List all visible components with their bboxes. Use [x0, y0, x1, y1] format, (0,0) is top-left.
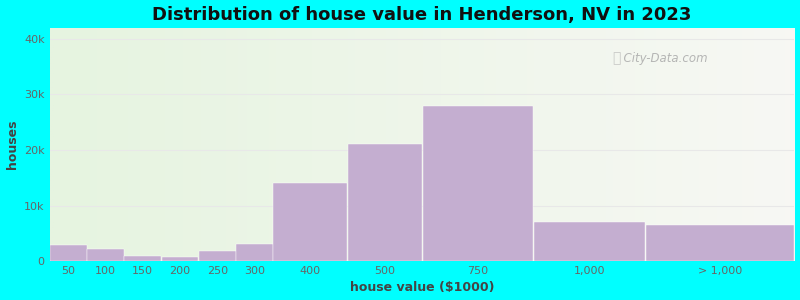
- Bar: [534, 222, 645, 261]
- Bar: [124, 256, 161, 261]
- Text: City-Data.com: City-Data.com: [616, 52, 707, 65]
- Title: Distribution of house value in Henderson, NV in 2023: Distribution of house value in Henderson…: [152, 6, 692, 24]
- Bar: [236, 244, 273, 261]
- Bar: [198, 251, 236, 261]
- Bar: [274, 183, 347, 261]
- Bar: [162, 257, 198, 261]
- Y-axis label: houses: houses: [6, 120, 18, 169]
- Bar: [50, 245, 86, 261]
- Bar: [646, 225, 794, 261]
- Text: ⦾: ⦾: [612, 51, 620, 65]
- Bar: [422, 106, 533, 261]
- X-axis label: house value ($1000): house value ($1000): [350, 281, 494, 294]
- Bar: [87, 249, 124, 261]
- Bar: [348, 145, 422, 261]
